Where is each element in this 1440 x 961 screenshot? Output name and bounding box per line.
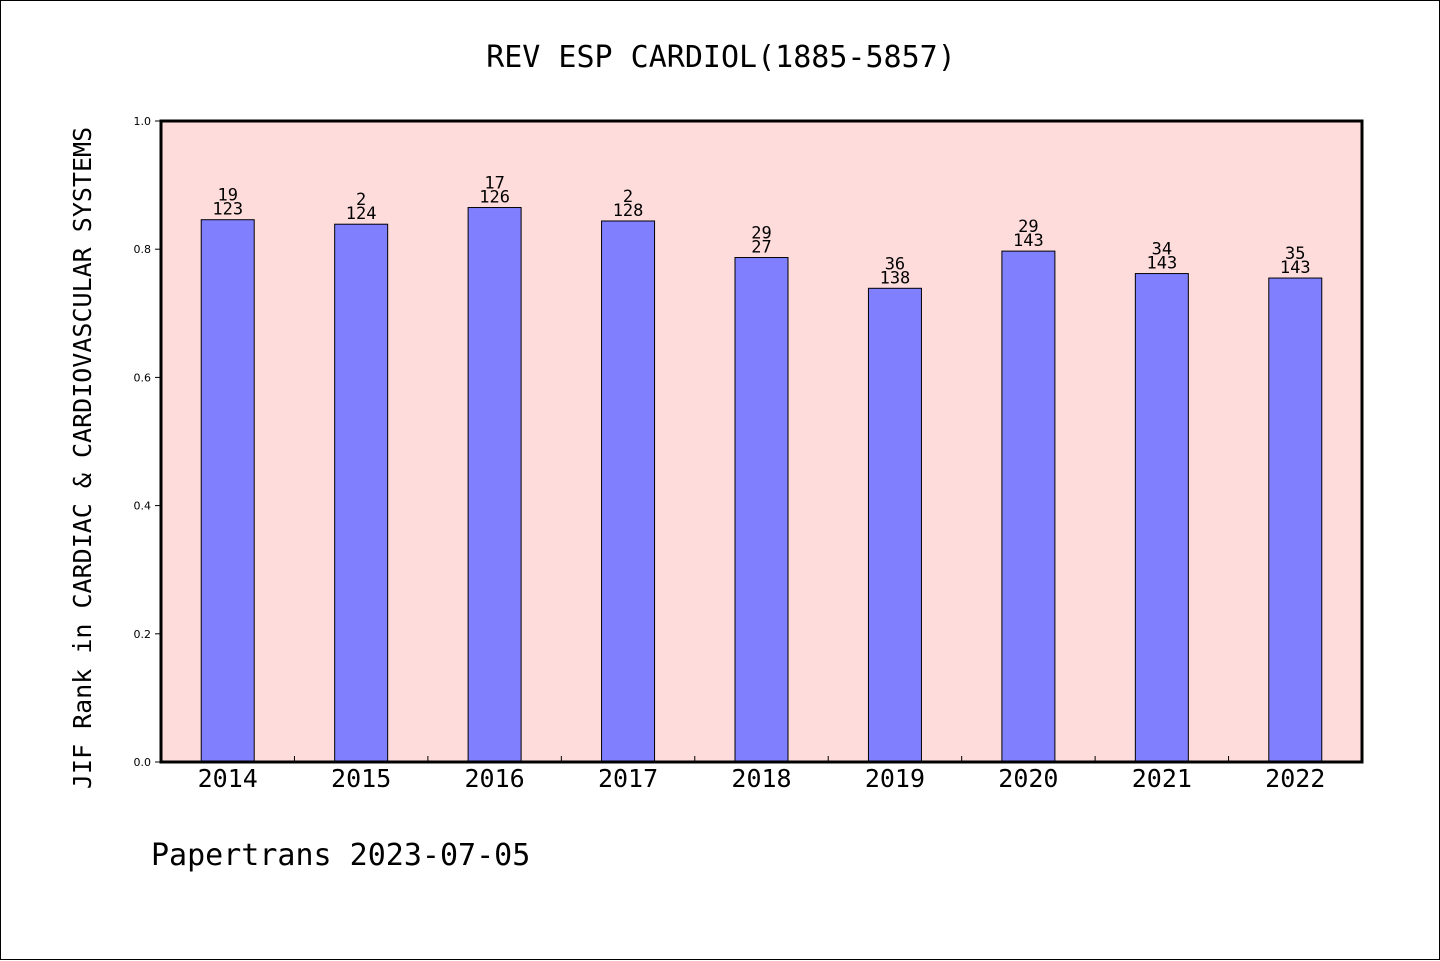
y-axis-label: JIF Rank in CARDIAC & CARDIOVASCULAR SYS… [68,127,97,789]
bar-rank-label: 29 [751,224,771,244]
x-tick-label: 2022 [1265,764,1325,793]
x-tick-label: 2016 [465,764,525,793]
bar-total-label: 124 [346,204,377,224]
x-tick-label: 2019 [865,764,925,793]
bar-total-label: 27 [751,238,771,258]
x-tick-label: 2014 [198,764,258,793]
y-tick-label: 0.4 [134,500,152,513]
y-tick-label: 0.8 [134,243,152,256]
bar [1134,273,1189,763]
bar [334,223,389,763]
bar-rank-label: 34 [1152,240,1172,260]
bar-total-label: 123 [212,200,243,220]
bar-total-label: 126 [479,188,510,208]
bar-rank-label: 29 [1018,217,1038,237]
y-tick-label: 1.0 [134,115,152,128]
x-axis: 2014 2015 2016 2017 2018 2019 2020 2021 2022 [198,756,1325,793]
bars [200,207,1323,763]
bar-total-label: 138 [880,268,911,288]
bar-total-label: 128 [613,201,644,221]
bar [734,257,789,763]
bar-rank-label: 17 [484,174,504,194]
bar [1268,277,1323,763]
bar-rank-label: 2 [356,190,366,210]
bar-total-label: 143 [1146,254,1177,274]
chart-title: REV ESP CARDIOL(1885-5857) [486,40,956,75]
x-tick-label: 2017 [598,764,658,793]
y-tick-label: 0.2 [134,628,152,641]
x-tick-label: 2021 [1132,764,1192,793]
bar-rank-label: 36 [885,254,905,274]
y-axis: 0.0 0.2 0.4 0.6 0.8 1.0 [134,115,161,769]
bar-rank-label: 35 [1285,244,1305,264]
bar-rank-label: 19 [217,186,237,206]
plot-border [159,119,1364,764]
footer-text: Papertrans 2023-07-05 [151,838,530,873]
bar [467,207,522,763]
y-tick-label: 0.6 [134,371,152,384]
bar-total-label: 143 [1280,258,1311,278]
x-tick-label: 2018 [731,764,791,793]
bar-total-label: 143 [1013,231,1044,251]
x-tick-label: 2015 [331,764,391,793]
bar [867,287,922,763]
bar [200,219,255,763]
y-tick-label: 0.0 [134,756,152,769]
x-tick-label: 2020 [998,764,1058,793]
bar [1001,250,1056,763]
bar [601,220,656,763]
bar-rank-label: 2 [623,187,633,207]
